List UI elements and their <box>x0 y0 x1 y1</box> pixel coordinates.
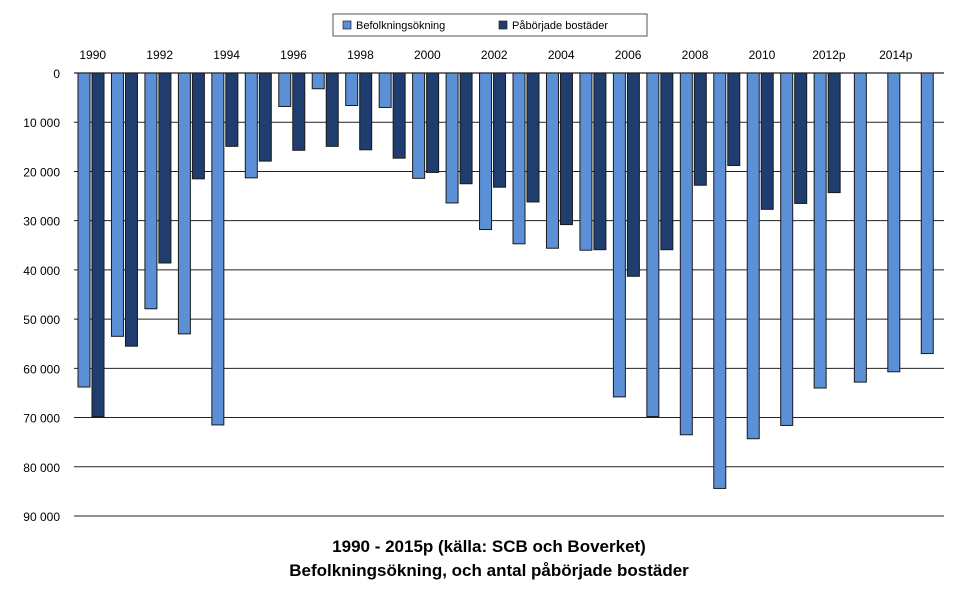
x-tick-label: 2004 <box>548 48 575 62</box>
bar-befolkningsokning-2009 <box>713 72 727 489</box>
chart-title-line-2: 1990 - 2015p (källa: SCB och Boverket) <box>332 537 646 556</box>
bar-befolkningsokning-2012p <box>813 72 827 389</box>
bar-befolkningsokning-2004 <box>545 72 559 249</box>
legend-box <box>332 13 648 37</box>
bar-paborjade-bostader-2009 <box>727 72 741 167</box>
x-tick-label: 2002 <box>481 48 508 62</box>
bar-befolkningsokning-1992 <box>144 72 158 310</box>
bar-befolkningsokning-1995 <box>244 72 258 179</box>
chart-title-line-1: Befolkningsökning, och antal påbörjade b… <box>289 561 689 580</box>
y-tick-label: 80 000 <box>23 461 60 475</box>
bar-paborjade-bostader-2008 <box>693 72 707 186</box>
bar-paborjade-bostader-1993 <box>191 72 205 180</box>
bar-paborjade-bostader-2004 <box>559 72 573 226</box>
bar-paborjade-bostader-1995 <box>258 72 272 162</box>
bar-paborjade-bostader-2010 <box>760 72 774 210</box>
bar-befolkningsokning-2013p <box>853 72 867 383</box>
bar-befolkningsokning-1998 <box>345 72 359 106</box>
bar-paborjade-bostader-2000 <box>426 72 440 173</box>
bar-befolkningsokning-2003 <box>512 72 526 245</box>
bar-paborjade-bostader-1997 <box>325 72 339 147</box>
bar-befolkningsokning-2005 <box>579 72 593 251</box>
x-tick-label: 1990 <box>79 48 106 62</box>
bar-paborjade-bostader-1996 <box>292 72 306 151</box>
x-tick-label: 2010 <box>749 48 776 62</box>
bar-befolkningsokning-2014p <box>887 72 901 373</box>
y-tick-label: 60 000 <box>23 362 60 376</box>
y-tick-label: 90 000 <box>23 510 60 524</box>
legend-label-series-2: Påbörjade bostäder <box>512 20 608 32</box>
bar-paborjade-bostader-1991 <box>124 72 138 347</box>
bar-paborjade-bostader-1998 <box>359 72 373 151</box>
x-tick-label: 2000 <box>414 48 441 62</box>
x-tick-label: 1998 <box>347 48 374 62</box>
bar-paborjade-bostader-1992 <box>158 72 172 264</box>
x-tick-label: 2006 <box>615 48 642 62</box>
x-tick-label: 2008 <box>682 48 709 62</box>
bar-paborjade-bostader-1990 <box>91 72 105 418</box>
legend-swatch-series-1 <box>342 20 352 30</box>
bar-befolkningsokning-1991 <box>110 72 124 337</box>
bar-befolkningsokning-2006 <box>612 72 626 398</box>
bar-befolkningsokning-2015p <box>920 72 934 355</box>
x-tick-label: 1994 <box>213 48 240 62</box>
bar-befolkningsokning-1994 <box>211 72 225 426</box>
bar-befolkningsokning-2000 <box>412 72 426 179</box>
bars <box>77 72 934 489</box>
y-tick-label: 40 000 <box>23 264 60 278</box>
y-tick-label: 10 000 <box>23 116 60 130</box>
bar-paborjade-bostader-2007 <box>660 72 674 251</box>
bar-befolkningsokning-2008 <box>679 72 693 436</box>
x-axis-ticks: 1990 1992 1994 1996 1998 2000 2002 2004 2006 2008… <box>79 48 912 62</box>
legend-label-series-1: Befolkningsökning <box>356 20 445 32</box>
y-tick-label: 70 000 <box>23 412 60 426</box>
bar-paborjade-bostader-2003 <box>526 72 540 203</box>
bar-paborjade-bostader-2001 <box>459 72 473 185</box>
legend: Befolkningsökning Påbörjade bostäder <box>332 13 648 37</box>
legend-swatch-series-2 <box>498 20 508 30</box>
bar-befolkningsokning-2002 <box>479 72 493 231</box>
bar-befolkningsokning-1990 <box>77 72 91 388</box>
bar-befolkningsokning-1997 <box>311 72 325 90</box>
bar-befolkningsokning-1993 <box>177 72 191 335</box>
y-tick-label: 30 000 <box>23 215 60 229</box>
x-tick-label: 2012p <box>812 48 846 62</box>
bar-befolkningsokning-2011 <box>780 72 794 426</box>
y-tick-label: 50 000 <box>23 313 60 327</box>
x-tick-label: 2014p <box>879 48 913 62</box>
bar-paborjade-bostader-2012p <box>827 72 841 194</box>
bar-paborjade-bostader-1999 <box>392 72 406 159</box>
x-tick-label: 1992 <box>146 48 173 62</box>
y-tick-label: 20 000 <box>23 165 60 179</box>
bar-paborjade-bostader-2005 <box>593 72 607 251</box>
bar-befolkningsokning-1999 <box>378 72 392 108</box>
bar-befolkningsokning-2001 <box>445 72 459 204</box>
x-tick-label: 1996 <box>280 48 307 62</box>
bar-paborjade-bostader-2006 <box>626 72 640 277</box>
y-tick-label: 0 <box>53 67 60 81</box>
bar-paborjade-bostader-1994 <box>225 72 239 147</box>
bar-paborjade-bostader-2002 <box>493 72 507 188</box>
bar-befolkningsokning-1996 <box>278 72 292 107</box>
y-axis-ticks: 0 10 000 20 000 30 000 40 000 50 000 60 000 70 … <box>23 67 60 524</box>
bar-befolkningsokning-2007 <box>646 72 660 418</box>
bar-befolkningsokning-2010 <box>746 72 760 440</box>
bar-paborjade-bostader-2011 <box>794 72 808 204</box>
